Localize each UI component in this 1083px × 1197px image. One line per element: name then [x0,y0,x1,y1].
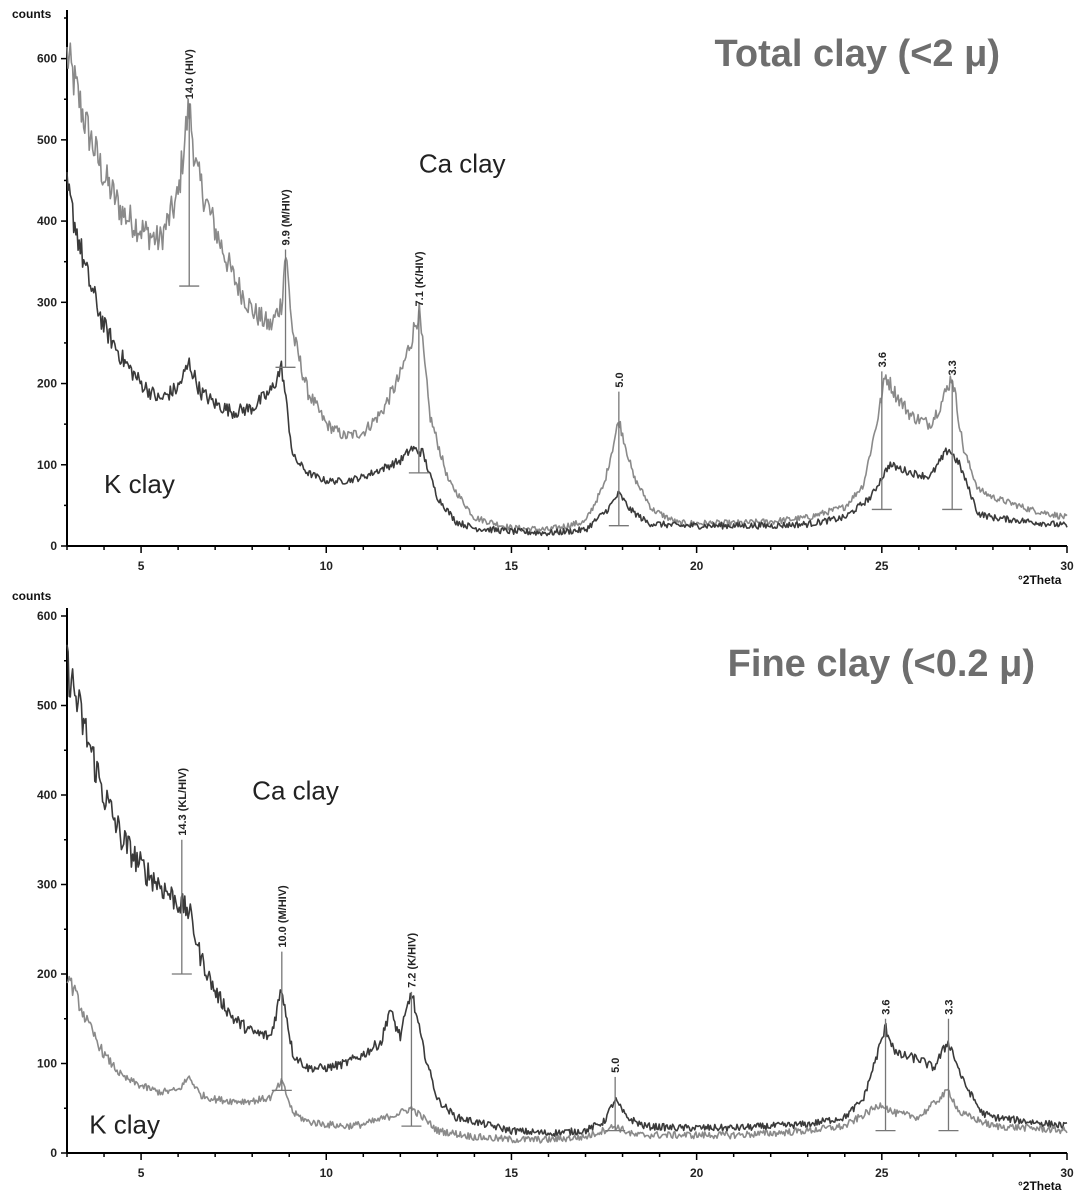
y-tick-label: 600 [37,52,57,66]
peak-label: 3.6 [881,999,893,1014]
x-tick-label: 10 [320,559,334,573]
series-label: K clay [104,469,175,499]
peak-label: 10.0 (M/HIV) [277,885,289,948]
peak-label: 7.2 (K/HIV) [406,933,418,988]
chart-panel-2: 0 100 200 300 400 500 600 5 10 15 20 25 30 counts °2Th… [12,589,1074,1193]
y-tick-label: 200 [37,967,57,981]
peak-label: 3.3 [947,360,959,375]
series-label: Ca clay [252,775,339,805]
peak-label: 9.9 (M/HIV) [281,189,293,246]
peak-label: 5.0 [610,1058,622,1073]
x-tick-label: 15 [505,559,519,573]
x-tick-label: 5 [138,1166,145,1180]
y-tick-label: 400 [37,214,57,228]
series-line-1 [66,42,1068,533]
y-axis-label: counts [12,589,52,603]
x-tick-label: 30 [1060,1166,1074,1180]
y-tick-label: 100 [37,458,57,472]
series-line-2 [66,975,1068,1144]
y-tick-label: 400 [37,788,57,802]
x-tick-label: 5 [138,559,145,573]
y-tick-label: 500 [37,699,57,713]
y-tick-label: 300 [37,295,57,309]
y-tick-label: 500 [37,133,57,147]
peak-label: 14.3 (KL/HIV) [177,768,189,836]
y-tick-label: 600 [37,609,57,623]
peak-label: 5.0 [614,372,626,387]
y-tick-label: 100 [37,1057,57,1071]
peak-label: 3.6 [877,352,889,367]
x-tick-label: 20 [690,559,704,573]
x-axis-label: °2Theta [1018,1179,1062,1193]
y-tick-label: 0 [50,1146,57,1160]
y-tick-label: 0 [50,539,57,553]
x-tick-label: 25 [875,1166,889,1180]
x-tick-label: 20 [690,1166,704,1180]
x-tick-label: 30 [1060,559,1074,573]
x-axis-label: °2Theta [1018,573,1062,587]
peak-label: 3.3 [943,999,955,1014]
x-tick-label: 10 [320,1166,334,1180]
chart-panel-1: 0 100 200 300 400 500 600 5 10 15 20 25 30 counts °2Th… [12,7,1074,587]
x-tick-label: 25 [875,559,889,573]
chart-title: Fine clay (<0.2 μ) [728,643,1035,685]
y-tick-label: 300 [37,878,57,892]
x-tick-label: 15 [505,1166,519,1180]
series-line-2 [66,172,1068,537]
series-label: Ca clay [419,148,506,178]
series-label: K clay [89,1109,160,1139]
y-tick-label: 200 [37,377,57,391]
peak-label: 14.0 (HIV) [184,49,196,99]
y-axis-label: counts [12,7,52,21]
peak-label: 7.1 (K/HIV) [414,251,426,306]
chart-title: Total clay (<2 μ) [715,33,1000,75]
series-line-1 [66,644,1068,1138]
